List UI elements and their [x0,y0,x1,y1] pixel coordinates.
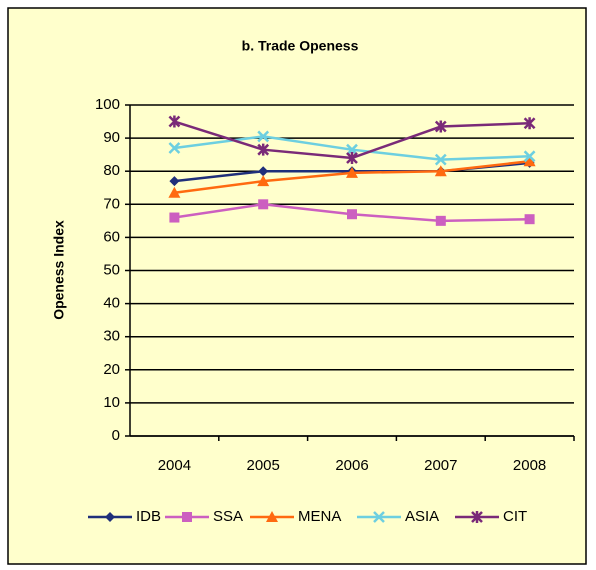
x-tick-label: 2004 [158,457,191,474]
y-tick-label: 10 [103,394,120,411]
marker [168,142,181,154]
marker [347,209,357,220]
chart-title: b. Trade Openess [242,38,359,54]
marker [346,151,358,164]
y-tick-label: 20 [103,361,120,378]
chart-background [7,7,587,565]
marker [523,150,536,163]
marker [434,165,447,177]
marker [168,115,181,128]
y-tick-label: 50 [103,261,120,278]
legend-marker [373,511,385,523]
y-tick-label: 60 [103,228,120,245]
marker [258,166,269,177]
y-tick-label: 80 [103,162,120,179]
marker [257,130,270,143]
y-tick-label: 100 [95,96,120,113]
marker [434,153,447,166]
y-tick-label: 0 [112,427,120,444]
marker [169,212,180,223]
x-tick-label: 2006 [335,457,368,474]
legend-marker [471,511,483,523]
legend-label: IDB [136,508,161,525]
x-tick-label: 2005 [247,457,280,474]
y-tick-label: 30 [103,328,120,345]
y-tick-label: 40 [103,295,120,312]
legend-label: CIT [503,508,527,525]
marker [258,199,269,210]
legend-label: MENA [298,508,341,525]
legend-marker [105,512,115,522]
marker [257,175,270,187]
marker [169,176,180,187]
y-tick-label: 70 [103,195,120,212]
y-axis-label: Openess Index [51,220,67,320]
marker [435,215,446,226]
legend-marker [266,511,278,522]
marker [168,186,181,198]
legend-label: ASIA [405,508,439,525]
marker [523,117,536,130]
marker [523,155,536,167]
marker [346,166,358,178]
marker [257,143,270,156]
x-tick-label: 2007 [424,457,457,474]
marker [524,214,535,225]
y-tick-label: 90 [103,129,120,146]
legend-label: SSA [213,508,243,525]
marker [434,120,447,133]
legend-marker [182,512,192,522]
x-tick-label: 2008 [513,457,546,474]
